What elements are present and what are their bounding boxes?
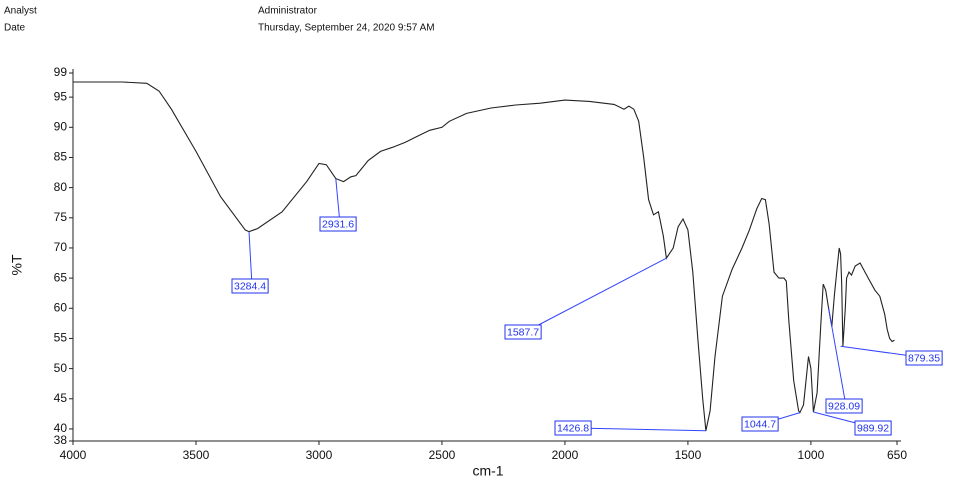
date: Thursday, September 24, 2020 9:57 AM [258,23,435,34]
peak-leader [828,308,847,407]
x-tick-label: 1000 [798,448,825,462]
peak-label: 989.92 [857,422,889,434]
x-tick-label: 2500 [429,448,456,462]
date-label: Date [4,23,26,34]
y-tick-label: 85 [54,150,68,164]
peak-label: 1426.8 [557,422,589,434]
x-axis-label: cm-1 [472,463,503,479]
analyst: Administrator [258,6,318,17]
y-tick-label: 90 [54,119,68,133]
x-tick-label: 2000 [552,448,579,462]
y-tick-label: 80 [54,180,68,194]
x-tick-label: 3000 [306,448,333,462]
peak-leader [248,231,253,287]
y-tick-label: 38 [54,433,68,447]
peak-label-box [504,324,542,340]
y-tick-label: 99 [54,65,68,79]
x-tick-label: 4000 [60,448,87,462]
peak-label-box [825,398,863,414]
y-tick-label: 65 [54,270,68,284]
peak-label-box [854,420,892,436]
peak-label-box [319,216,357,232]
y-tick-label: 60 [54,300,68,314]
peak-label: 1044.7 [744,418,776,430]
peak-leader [335,178,341,225]
peak-label: 2931.6 [322,218,354,230]
y-tick-label: 75 [54,210,68,224]
x-tick-label: 3500 [183,448,210,462]
x-tick-label: 650 [887,448,907,462]
spectrum-line [73,81,895,431]
peak-label-box [554,420,592,436]
y-tick-label: 70 [54,240,68,254]
peak-leader [524,257,667,333]
peak-label-box [905,350,943,366]
y-tick-label: 95 [54,89,68,103]
y-tick-label: 55 [54,331,68,345]
peak-label: 879.35 [908,352,940,364]
y-tick-label: 50 [54,361,68,375]
analyst-label: Analyst [4,6,37,17]
peak-label: 3284.4 [234,280,266,292]
peak-leader [574,427,706,432]
peak-label: 1587.7 [507,326,539,338]
peak-label-box [231,278,269,294]
y-tick-label: 45 [54,391,68,405]
y-tick-label: 40 [54,421,68,435]
peak-label: 928.09 [828,400,860,412]
x-tick-label: 1500 [675,448,702,462]
y-axis-label: %T [9,254,25,275]
peak-label-box [741,416,779,432]
